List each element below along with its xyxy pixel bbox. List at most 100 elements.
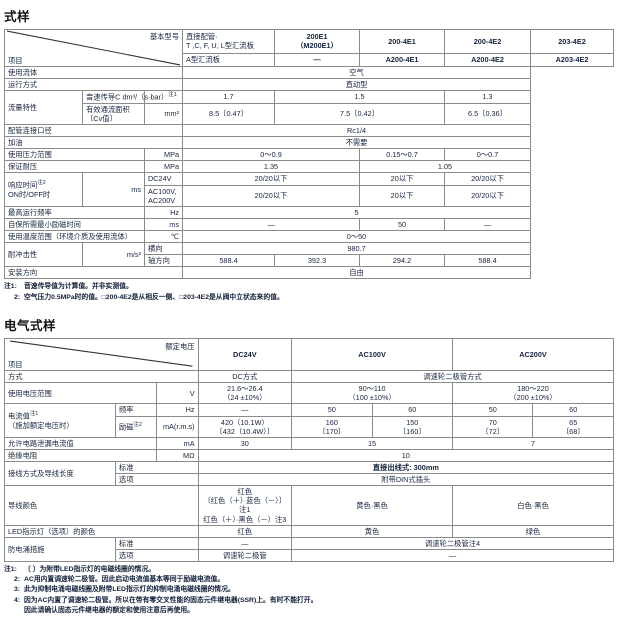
row-label-a-manifold: A型汇流板 — [182, 52, 276, 68]
note-item-continued: 因此请确认固态元件继电器的额定和使用注意后再使用。 — [24, 606, 194, 614]
note-text: 此为抑制电涌电磁线圈及附带LED指示灯的抑制电涌电磁线圈的情况。 — [24, 586, 235, 594]
model-200-4e2: 200-4E2 — [444, 29, 532, 54]
note-key: 注1: — [4, 565, 17, 573]
cell-sonic-3: 1.3 — [444, 90, 532, 104]
row-label-operation: 运行方式 — [3, 78, 184, 92]
row-label-lead-wire-color: 导线颜色 — [4, 485, 199, 526]
model-a-none: — — [274, 52, 361, 68]
row-label-method: 方式 — [4, 370, 199, 384]
row-label-current-value: 电流值注1 （施加额定电压时） — [4, 403, 116, 438]
cell-leakage-ac200: 7 — [452, 436, 614, 450]
cell-leakage-dc: 30 — [197, 436, 293, 450]
row-sublabel-standard-surge: 标准 — [114, 536, 199, 550]
cell-area-2: 7.5〔0.42〕 — [274, 102, 446, 125]
table-row: 使用流体 空气 — [3, 65, 614, 80]
diagonal-divider-icon — [10, 340, 193, 367]
page-title-electrical: 电气式样 — [4, 318, 57, 333]
row-label-voltage-range: 使用电压范围 — [3, 382, 158, 405]
cell-response-dc-3: 20/20以下 — [444, 172, 532, 186]
elec-header-corner-cell: 项目 额定电压 — [4, 337, 199, 372]
table-row: 自保所需最小励磁时间 ms — 50 — — [4, 217, 614, 231]
unit-response-time: ms — [82, 172, 145, 207]
cell-area-1: 8.5〔0.47〕 — [182, 102, 276, 125]
cell-pressure-3: 0～0.7 — [444, 148, 532, 162]
header-corner-cell: 项目 基本型号 — [3, 29, 184, 67]
unit-temperature-range: ℃ — [143, 229, 184, 244]
row-sublabel-standard-wiring: 标准 — [114, 460, 199, 475]
cell-shock-axial-1: 588.4 — [182, 254, 276, 268]
row-sublabel-option-surge: 选项 — [114, 548, 199, 562]
row-sublabel-axial: 轴方向 — [143, 254, 184, 268]
table-row: 有效通流面积〔Cv值〕 mm² 8.5〔0.47〕 7.5〔0.42〕 6.5〔… — [5, 102, 614, 125]
cell-method-dc: DC方式 — [197, 370, 293, 384]
note-text: 空气压力0.5MPa时的值。□200-4E2是从相反一侧、□203-4E2是从阀… — [24, 293, 284, 301]
model-a200-4e1: A200-4E1 — [359, 52, 446, 68]
row-label-pressure-range: 使用压力范围 — [4, 148, 145, 162]
flow-label-line1: 流量特性 — [8, 103, 38, 113]
corner-item-label: 项目 — [8, 55, 23, 65]
model-200-4e1: 200-4E1 — [359, 29, 446, 54]
row-label-port-size: 配管连接口径 — [3, 123, 184, 138]
note-item: 3: 此为抑制电涌电磁线圈及附带LED指示灯的抑制电涌电磁线圈的情况。 — [4, 585, 618, 595]
note-item: 4: 因为AC内置了调速轮二极管。所以在带有零交叉性能的固态元件继电器(SSR)… — [4, 596, 618, 606]
cell-freq-ac100-60: 60 — [371, 403, 454, 417]
current-text: 电流值 — [8, 411, 30, 421]
cell-shock-lateral: 980.7 — [182, 242, 532, 256]
diagonal-divider-icon — [6, 30, 181, 66]
spec-notes: 注1: 音速传导值为计算值。并非实测值。 2: 空气压力0.5MPa时的值。□2… — [4, 282, 618, 302]
cell-pressure-1: 0～0.9 — [182, 148, 361, 162]
corner-model-label: 基本型号 — [149, 32, 180, 41]
current-label-line1: 电流值注1 — [8, 411, 112, 421]
table-row: 选项 调速轮二极管 — — [5, 548, 614, 562]
sonic-text: 音速传导C dm³/（s·bar） — [86, 92, 169, 102]
unit-frequency: Hz — [156, 403, 199, 417]
row-label-direct-piping: 直接配管· T ,C, F, U, L型汇流板 — [182, 29, 276, 54]
row-label-proof-pressure: 保证耐压 — [4, 160, 145, 174]
table-row: 耐冲击性 m/s² 横向 980.7 — [4, 242, 614, 268]
response-label-line2: ON时/OFF时 — [8, 189, 51, 199]
voltage-dc24v: DC24V — [197, 337, 293, 372]
cell-lubrication-value: 不需要 — [182, 136, 532, 150]
note-key: 注1: — [4, 283, 17, 291]
table-row: 绝缘电阻 MΩ 10 — [3, 448, 615, 463]
cell-voltage-range-ac100: 90～110 （100 ±10%） — [291, 382, 454, 405]
table-row: 电流值注1 （施加额定电压时） 频率 Hz — 50 60 50 60 — [4, 403, 614, 438]
note-key: 2: — [13, 293, 20, 301]
cell-sonic-2: 1.5 — [274, 90, 446, 104]
row-sublabel-sonic-conductance: 音速传导C dm³/（s·bar）注1 — [82, 90, 177, 104]
unit-effective-area: mm² — [143, 102, 184, 125]
cell-response-ac-2: 20以下 — [359, 184, 446, 207]
current-note: 注1 — [29, 411, 39, 418]
model-a203-4e2: A203-4E2 — [530, 52, 614, 68]
row-label-insulation-resistance: 绝缘电阻 — [3, 448, 158, 463]
cell-led-color-ac200: 绿色 — [452, 524, 614, 538]
row-label-shock-resistance: 耐冲击性 — [4, 242, 83, 268]
cell-method-ac: 调速轮二极管方式 — [291, 370, 614, 384]
table-row: 励磁注2 mA(r.m.s) 420（10.1W） 〔432（10.4W）〕 1… — [5, 415, 614, 438]
cell-voltage-range-dc: 21.6～26.4 （24 ±10%） — [197, 382, 293, 405]
table-row: 防电涌措施 标准 — 调速轮二极管注4 — [4, 536, 614, 562]
elec-header-row: 项目 额定电压 DC24V AC100V AC200V — [4, 337, 614, 372]
row-sublabel-excitation: 励磁注2 — [114, 415, 158, 438]
note-key: 3: — [13, 586, 20, 594]
cell-current-ac200-50: 70 〔72〕 — [452, 415, 534, 438]
cell-excitation-1: — — [182, 217, 361, 231]
cell-response-ac-3: 20/20以下 — [444, 184, 532, 207]
electrical-table: 项目 额定电压 DC24V AC100V AC200V 方式 DC方式 调速轮二… — [3, 337, 615, 562]
row-sublabel-option-wiring: 选项 — [114, 473, 199, 487]
spec-table: 项目 基本型号 直接配管· T ,C, F, U, L型汇流板 200E1 （M… — [3, 29, 614, 280]
sonic-note: 注1 — [168, 92, 177, 99]
elec-corner-item-label: 项目 — [8, 360, 23, 370]
row-label-temperature-range: 使用温度范围（环境介质及使用流体） — [4, 229, 145, 244]
table-row: 配管连接口径 Rc1/4 — [3, 123, 614, 138]
unit-min-excitation-time: ms — [143, 217, 184, 231]
table-row: 使用电压范围 V 21.6～26.4 （24 ±10%） 90～110 （100… — [3, 382, 614, 405]
row-sublabel-ac100-ac200: AC100V, AC200V — [143, 184, 184, 207]
unit-sonic — [143, 90, 184, 104]
cell-port-size-value: Rc1/4 — [182, 123, 532, 138]
cell-surge-standard-dc: — — [197, 536, 293, 550]
unit-insulation-resistance: MΩ — [156, 448, 199, 463]
row-sublabel-dc24v: DC24V — [143, 172, 184, 186]
row-label-flow-characteristics: 流量特性 — [4, 90, 83, 125]
